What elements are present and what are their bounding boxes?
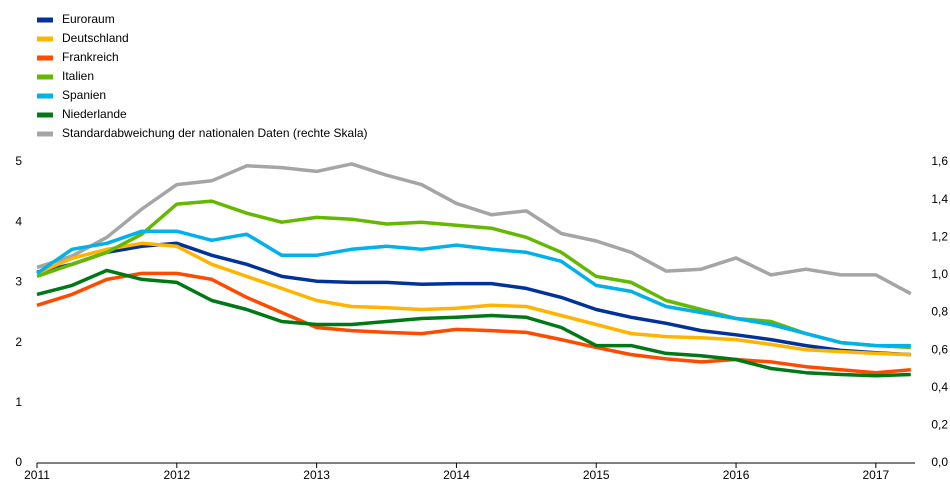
legend-label: Frankreich — [62, 50, 119, 64]
legend-label: Niederlande — [62, 107, 127, 121]
y2-tick-label: 0,0 — [931, 455, 948, 469]
y-tick-label: 5 — [15, 154, 22, 168]
legend-label: Italien — [62, 69, 94, 83]
legend-swatch — [37, 17, 53, 23]
legend-swatch — [37, 36, 53, 42]
series-line — [36, 162, 912, 296]
y2-tick-label: 0,2 — [931, 418, 948, 432]
series-line — [36, 199, 911, 350]
x-tick-label: 2014 — [443, 468, 470, 482]
series-line — [36, 241, 911, 357]
legend-label: Standardabweichung der nationalen Daten … — [62, 126, 368, 140]
x-tick-label: 2016 — [723, 468, 750, 482]
legend-swatch — [37, 74, 53, 80]
series-line — [36, 271, 911, 375]
legend-label: Deutschland — [62, 31, 129, 45]
x-tick-label: 2015 — [583, 468, 610, 482]
series-line — [36, 241, 911, 357]
x-tick-label: 2017 — [863, 468, 890, 482]
legend-swatch — [37, 55, 53, 61]
legend-swatch — [37, 112, 53, 118]
y2-tick-label: 0,8 — [931, 305, 948, 319]
y2-tick-label: 1,4 — [931, 192, 948, 206]
y-tick-label: 0 — [15, 455, 22, 469]
y-tick-label: 1 — [15, 395, 22, 409]
legend-swatch — [37, 93, 53, 99]
series-line — [36, 268, 911, 378]
series-line — [36, 229, 911, 348]
y-tick-label: 2 — [15, 335, 22, 349]
y2-tick-label: 1,6 — [931, 154, 948, 168]
y2-tick-label: 1,2 — [931, 229, 948, 243]
x-tick-label: 2013 — [303, 468, 330, 482]
y-tick-label: 4 — [15, 214, 22, 228]
legend-label: Spanien — [62, 88, 106, 102]
y2-tick-label: 0,6 — [931, 342, 948, 356]
y-tick-label: 3 — [15, 275, 22, 289]
legend-label: Euroraum — [62, 12, 115, 26]
legend-swatch — [37, 131, 53, 137]
y2-tick-label: 0,4 — [931, 380, 948, 394]
x-tick-label: 2012 — [163, 468, 190, 482]
y2-tick-label: 1,0 — [931, 267, 948, 281]
x-tick-label: 2011 — [24, 468, 50, 482]
